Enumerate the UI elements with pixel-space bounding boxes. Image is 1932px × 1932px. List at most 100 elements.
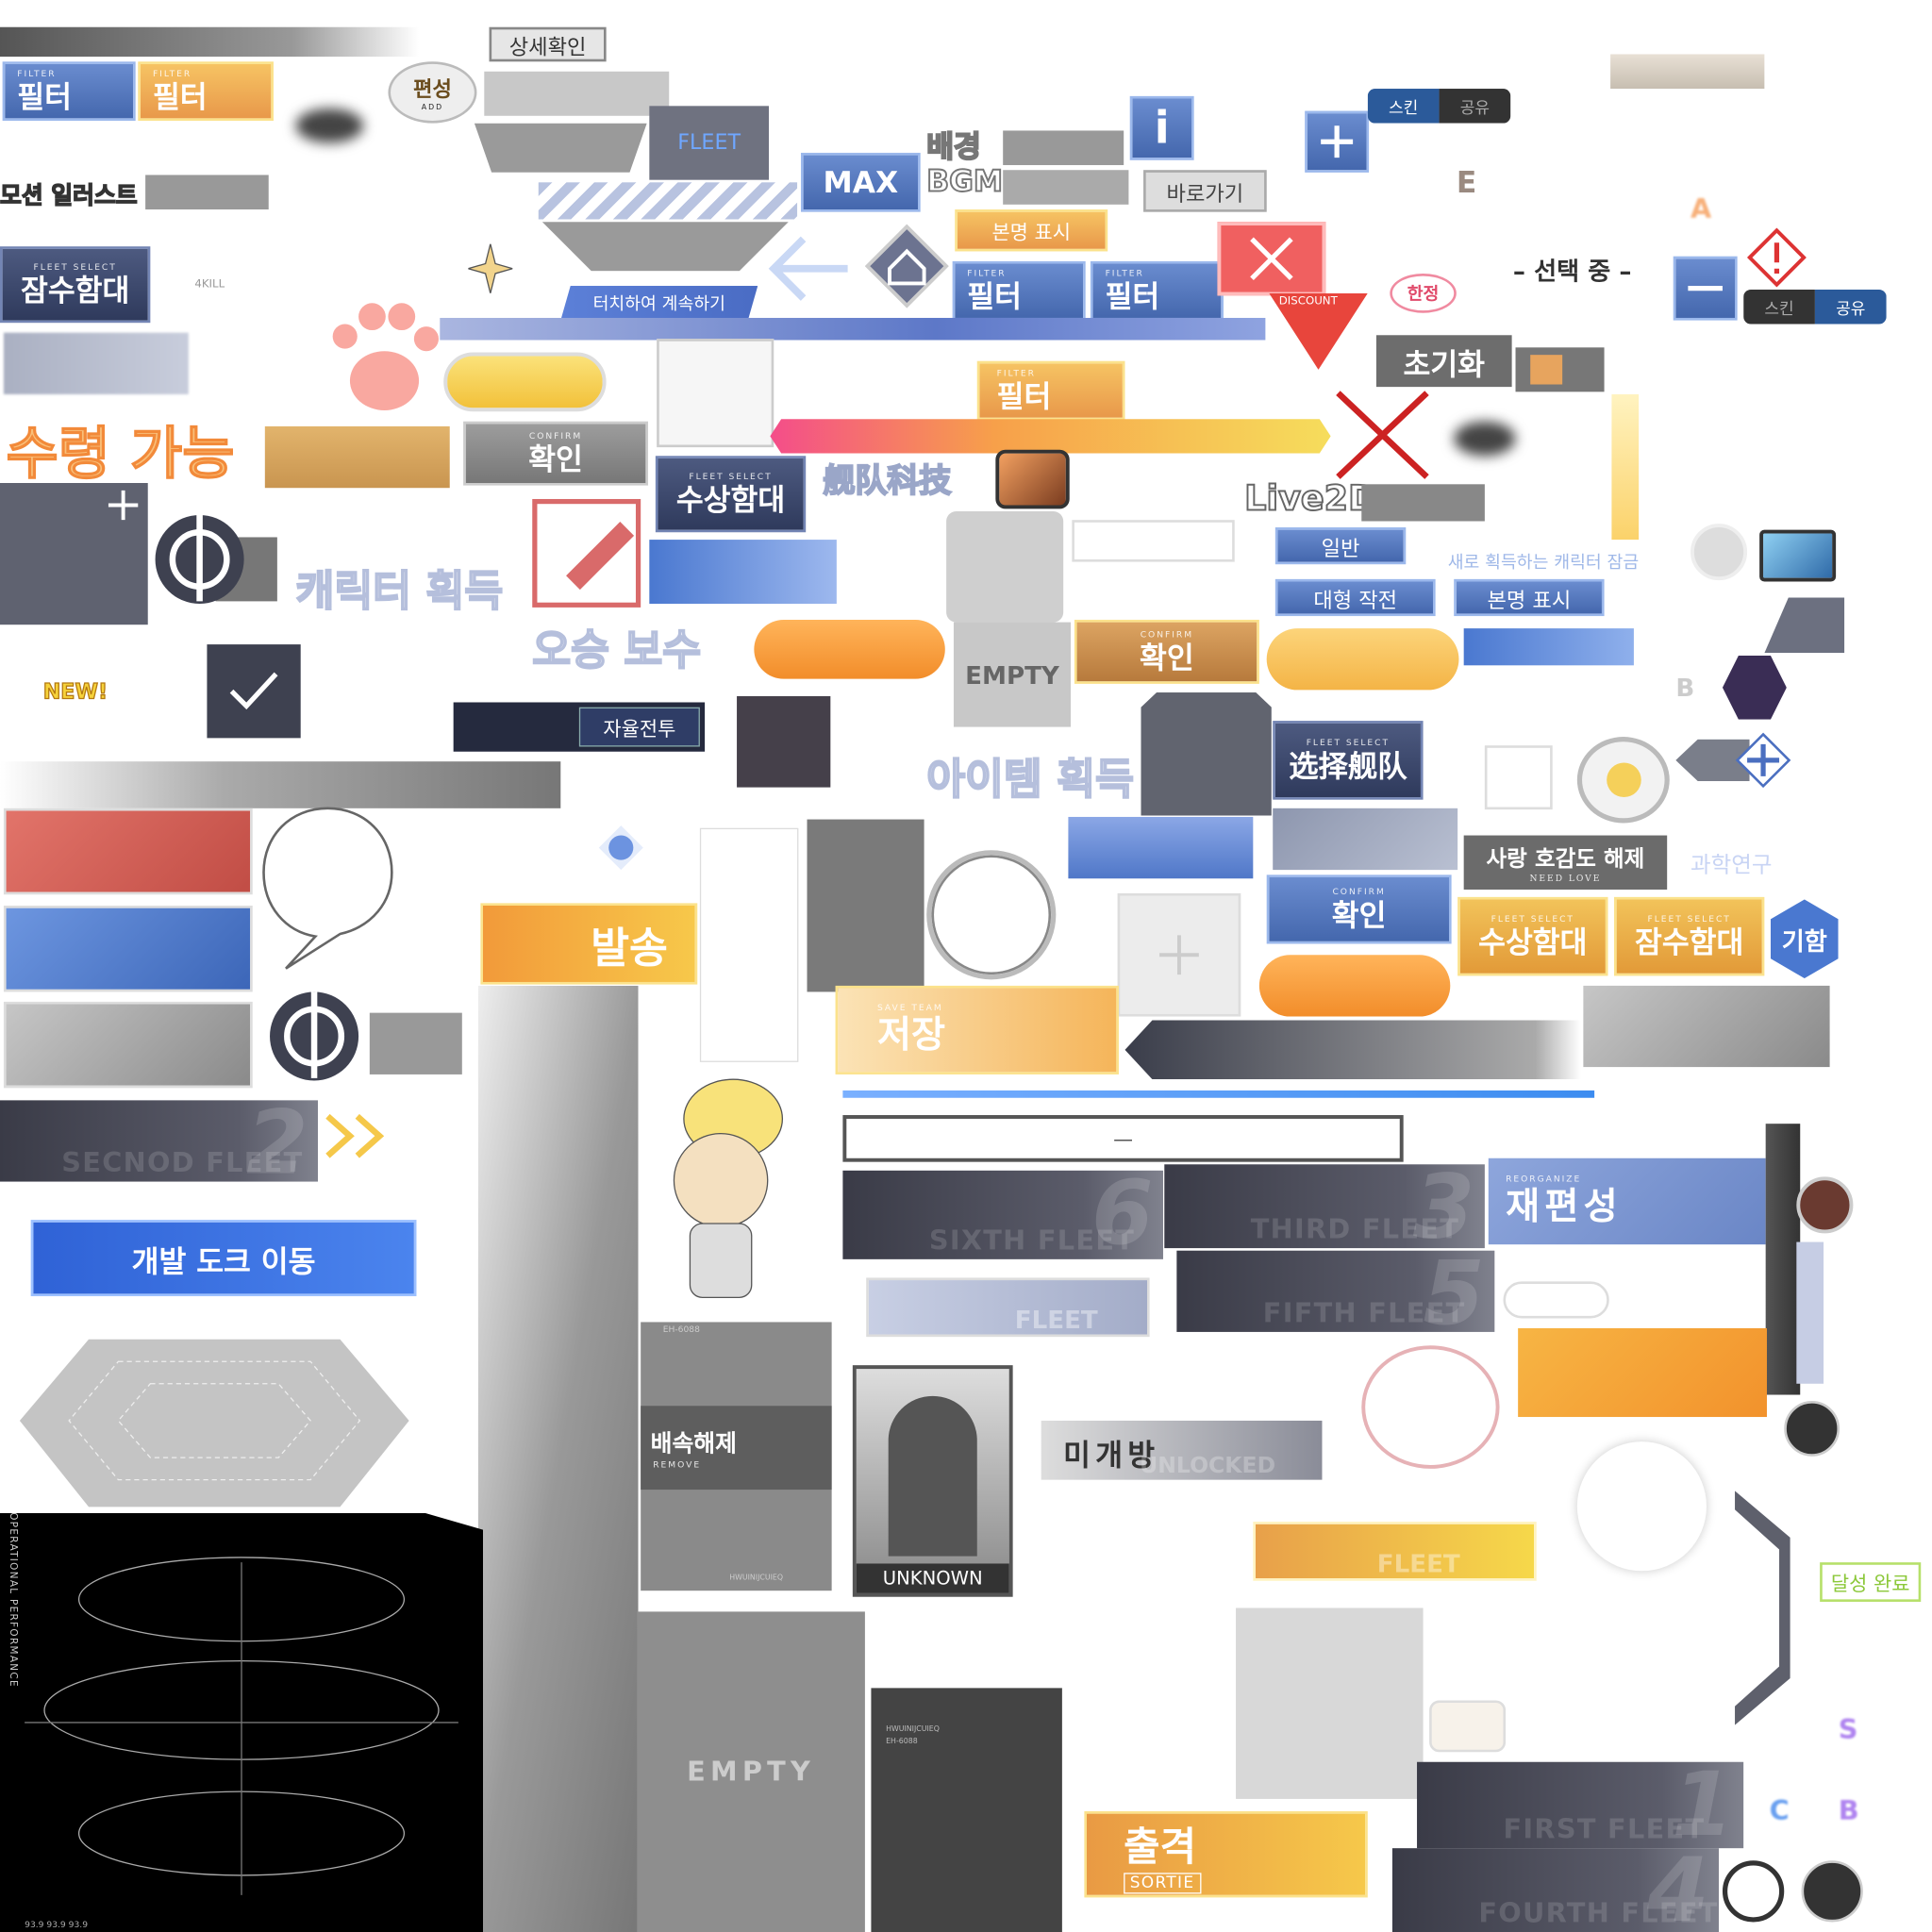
check-box [207, 644, 301, 739]
confirm-button[interactable]: CONFIRM 확인 [1074, 619, 1259, 684]
caption: FLEET SELECT [689, 471, 773, 482]
pill-button[interactable] [1258, 955, 1451, 1017]
real-name-button[interactable]: 본명 표시 [1454, 578, 1605, 617]
skin: 스킨 [1743, 289, 1815, 325]
reset-button[interactable]: 초기화 [1375, 335, 1512, 388]
label: 选择舰队 [1289, 748, 1407, 784]
real-name-button[interactable]: 본명 표시 [955, 209, 1108, 252]
caption: FILTER [152, 68, 192, 78]
grade: C [1769, 1796, 1790, 1827]
red-x [1336, 391, 1429, 479]
confirm-button[interactable]: CONFIRM 확인 [1266, 874, 1452, 944]
back-button[interactable] [1576, 737, 1670, 824]
gray-button[interactable] [3, 1001, 253, 1089]
long-bar [440, 317, 1266, 341]
red-button[interactable] [3, 808, 253, 895]
label: 필터 [17, 79, 72, 114]
name: FIRST FLEET [1503, 1814, 1706, 1846]
fleet-tag: FLEET [649, 106, 770, 180]
name: FLEET [1014, 1305, 1098, 1335]
send-button[interactable]: 발송 [480, 903, 698, 985]
name: SIXTH FLEET [928, 1225, 1136, 1257]
fleet-select[interactable]: FLEET SELECT 수상함대 [655, 456, 807, 533]
large-op-button[interactable]: 대형 작전 [1274, 578, 1436, 617]
sortie-button[interactable]: 출격 SORTIE [1084, 1810, 1368, 1898]
caption: FLEET SELECT [1491, 913, 1574, 924]
save-button[interactable]: SAVE TEAM 저장 [835, 985, 1119, 1074]
plus-diamond [1735, 732, 1791, 789]
filter-button[interactable]: FILTER 필터 [952, 260, 1086, 321]
round-icon [1690, 524, 1748, 581]
pill-button[interactable] [754, 619, 945, 679]
info-button[interactable]: i [1129, 95, 1194, 160]
panel [1003, 170, 1129, 205]
gray-polygon [477, 985, 639, 1932]
fleet-select[interactable]: FLEET SELECT 수상함대 [1457, 896, 1608, 976]
shortcut: 바로가기 [1143, 170, 1267, 212]
caption: SAVE TEAM [876, 1002, 943, 1012]
warning-icon [1747, 227, 1807, 288]
label: 저장 [876, 1013, 946, 1057]
decoration [413, 326, 439, 352]
fleet-select[interactable]: FLEET SELECT 选择舰队 [1273, 721, 1424, 800]
caption: NEED LOVE [1529, 873, 1602, 883]
max-button[interactable]: MAX [800, 152, 921, 212]
minus-button[interactable] [1673, 256, 1738, 321]
label: 확인 [1140, 640, 1194, 675]
tan-box [264, 425, 450, 489]
remove-card[interactable]: EH-6088 배속해제 REMOVE HWUINIJCUIEQ [641, 1322, 832, 1591]
dev-dock-button[interactable]: 개발 도크 이동 [30, 1220, 417, 1297]
research: 과학연구 [1690, 852, 1773, 879]
normal-button[interactable]: 일반 [1274, 527, 1407, 565]
decoration [358, 303, 386, 331]
caption: FILTER [17, 68, 57, 78]
line: 배경 [925, 128, 982, 165]
label: DISCOUNT [1278, 295, 1338, 308]
filter-button[interactable]: FILTER 필터 [138, 61, 274, 121]
fleet-bar: 5 FIFTH FLEET [1176, 1250, 1495, 1332]
close-button[interactable] [1217, 222, 1326, 296]
decoration [768, 236, 848, 301]
beige-box [1429, 1700, 1507, 1753]
gradient-bar [0, 26, 420, 58]
plus-button[interactable] [1305, 110, 1370, 173]
label: 수상함대 [1478, 924, 1588, 959]
decoration [388, 303, 416, 331]
filter-button[interactable]: FILTER 필터 [976, 360, 1125, 421]
confirm-button[interactable]: CONFIRM 확인 [463, 421, 649, 486]
radar-hexagon [19, 1339, 409, 1507]
decoration [229, 672, 278, 710]
label: 필터 [996, 378, 1052, 414]
pill-button[interactable] [443, 352, 607, 412]
x-icon [1250, 237, 1293, 281]
reorganize-button[interactable]: REORGANIZE 재편성 [1488, 1158, 1766, 1245]
lock-new: 새로 획득하는 캐릭터 잠금 [1447, 553, 1640, 574]
claimable: 수령 가능 [6, 420, 235, 488]
silhouette [888, 1395, 977, 1557]
filter-button[interactable]: FILTER 필터 [1090, 260, 1224, 321]
decoration [68, 1360, 361, 1481]
fleet-select[interactable]: FLEET SELECT 잠수함대 [0, 246, 151, 324]
plus-box [1117, 892, 1241, 1017]
round-icon [1796, 1176, 1854, 1234]
skin-share: 스킨 공유 [1367, 89, 1511, 124]
dark-bar [1124, 1020, 1581, 1080]
dark-square [737, 695, 831, 788]
touch-banner: 터치하여 계속하기 [560, 286, 758, 321]
pill-button[interactable] [1266, 628, 1459, 691]
decoration [25, 1562, 458, 1895]
locked-bar: 미개방 UNLOCKED [1041, 1420, 1323, 1480]
auto-battle: 자율전투 [453, 702, 706, 752]
fleet-select[interactable]: FLEET SELECT 잠수함대 [1614, 896, 1765, 976]
label: 잠수함대 [20, 273, 130, 308]
filter-button[interactable]: FILTER 필터 [2, 61, 136, 121]
blue-box [1068, 816, 1254, 879]
gray-box [1583, 985, 1830, 1068]
chevrons [325, 1113, 385, 1158]
blue-button[interactable] [3, 905, 253, 992]
panel [474, 123, 647, 173]
yellow-bar [1611, 393, 1640, 541]
frame [807, 819, 924, 992]
trapezoid [541, 222, 789, 272]
